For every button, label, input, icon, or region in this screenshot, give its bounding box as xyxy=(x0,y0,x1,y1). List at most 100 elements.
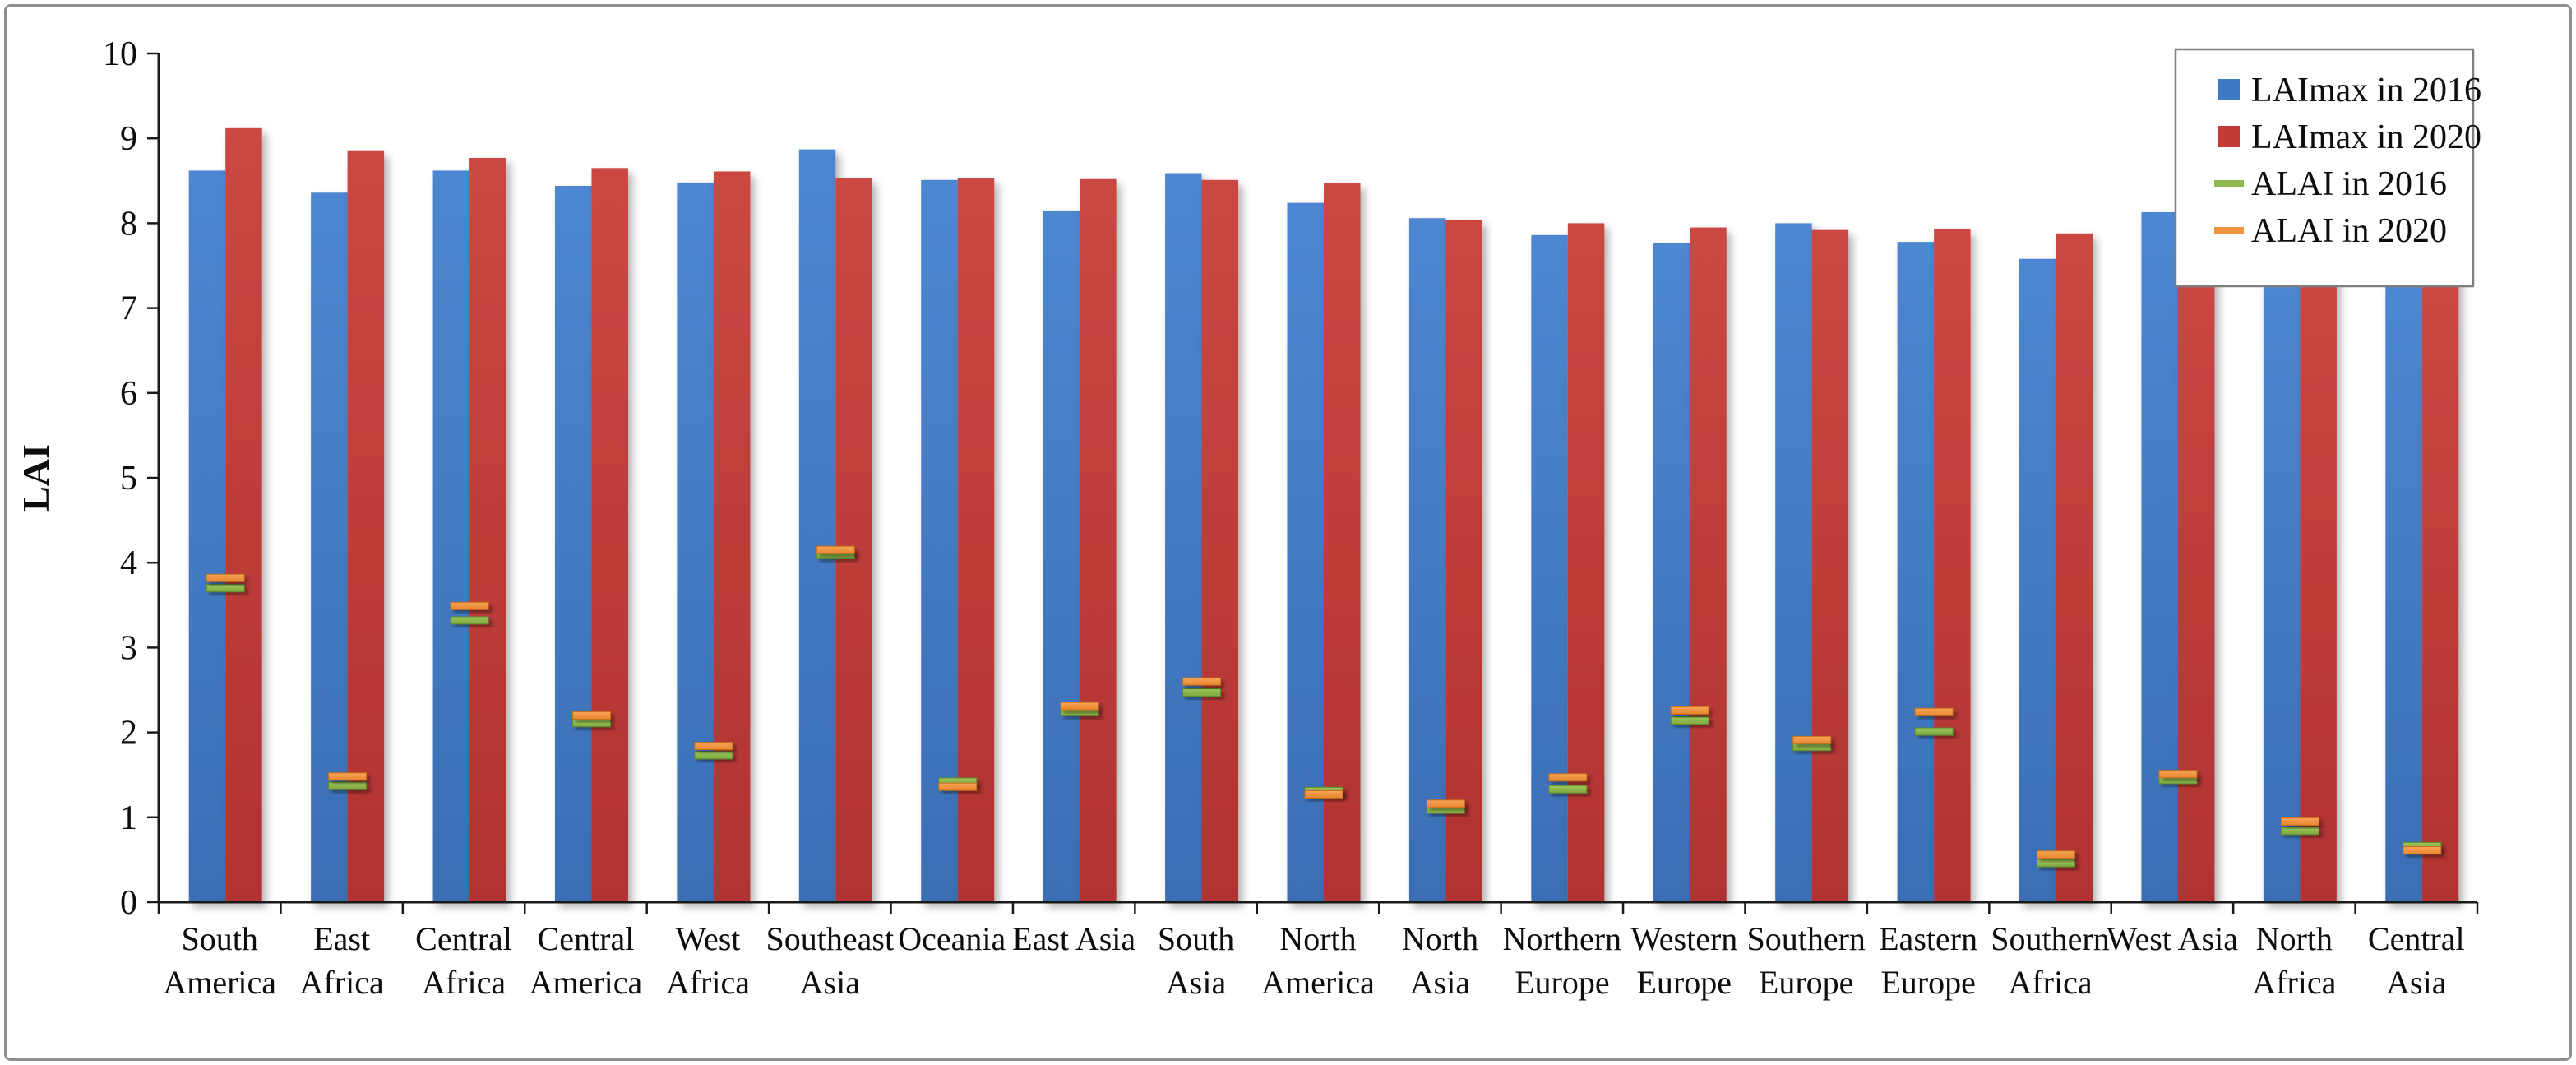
legend-label-laimax-in-2016: LAImax in 2016 xyxy=(2251,72,2481,109)
y-tick-label: 2 xyxy=(120,715,137,752)
dash-alai-2020-north-america xyxy=(1304,789,1343,799)
bar-laimax-2020-eastern-europe xyxy=(1934,229,1971,902)
category-label: Southern xyxy=(1991,920,2109,957)
category-label: Northern xyxy=(1503,920,1621,957)
category-label: West Asia xyxy=(2107,920,2238,957)
legend-swatch-laimax-in-2020 xyxy=(2218,126,2240,147)
dash-alai-2020-western-europe xyxy=(1670,706,1709,715)
bar-laimax-2016-north-america xyxy=(1287,202,1324,902)
bar-laimax-2020-west-africa xyxy=(713,171,751,902)
category-label: North xyxy=(1402,920,1478,957)
bar-laimax-2016-western-europe xyxy=(1653,243,1690,902)
y-tick-label: 9 xyxy=(120,120,137,158)
dash-alai-2020-west-africa xyxy=(694,742,733,751)
bar-laimax-2016-north-africa xyxy=(2263,257,2301,902)
dash-alai-2016-south-asia xyxy=(1182,688,1222,697)
y-tick-label: 7 xyxy=(120,290,137,328)
bar-laimax-2016-southern-africa xyxy=(2019,258,2056,902)
dash-alai-2016-southern-europe xyxy=(1792,743,1832,752)
bar-laimax-2016-oceania xyxy=(921,179,958,902)
dash-alai-2016-west-africa xyxy=(694,751,733,760)
bar-laimax-2016-central-asia xyxy=(2385,280,2422,902)
bar-laimax-2020-oceania xyxy=(957,178,995,903)
dash-alai-2020-southeast-asia xyxy=(816,545,855,554)
dash-alai-2020-southern-africa xyxy=(2037,850,2076,859)
dash-alai-2016-central-africa xyxy=(450,616,489,625)
category-label: South xyxy=(182,920,258,957)
dash-alai-2016-southern-africa xyxy=(2037,859,2076,868)
legend-swatch-laimax-in-2016 xyxy=(2218,79,2240,100)
bar-laimax-2020-western-europe xyxy=(1690,227,1727,902)
dash-alai-2020-oceania xyxy=(938,782,978,791)
dash-alai-2020-east-asia xyxy=(1060,702,1099,711)
category-label: Africa xyxy=(2252,964,2336,1001)
bar-laimax-2016-eastern-europe xyxy=(1897,242,1935,902)
bar-laimax-2020-east-asia xyxy=(1080,178,1117,903)
y-tick-label: 1 xyxy=(120,799,137,837)
category-label: Africa xyxy=(2008,964,2092,1001)
category-label: Asia xyxy=(1166,964,1227,1001)
category-label: Asia xyxy=(2386,964,2447,1001)
category-label: Oceania xyxy=(898,920,1006,957)
category-label: Europe xyxy=(1759,964,1854,1001)
legend-label-alai-in-2020: ALAI in 2020 xyxy=(2251,212,2447,250)
legend-swatch-alai-in-2016 xyxy=(2214,180,2244,187)
y-tick-label: 3 xyxy=(120,629,137,667)
category-label: Africa xyxy=(666,964,750,1001)
bar-laimax-2020-northern-europe xyxy=(1567,223,1605,902)
legend-swatch-alai-in-2020 xyxy=(2214,227,2244,234)
bar-laimax-2020-central-america xyxy=(591,168,628,902)
bar-laimax-2020-southern-europe xyxy=(1811,229,1849,902)
legend-label-alai-in-2016: ALAI in 2016 xyxy=(2251,165,2447,203)
category-label: Europe xyxy=(1515,964,1610,1001)
category-label: Europe xyxy=(1637,964,1732,1001)
y-tick-label: 0 xyxy=(120,884,137,922)
category-label: Central xyxy=(2368,920,2465,957)
bar-laimax-2016-northern-europe xyxy=(1531,234,1568,902)
bar-laimax-2016-central-america xyxy=(554,185,592,902)
bar-laimax-2016-central-africa xyxy=(432,170,470,902)
bar-laimax-2016-west-africa xyxy=(677,182,714,902)
dash-alai-2020-south-america xyxy=(206,573,245,582)
category-label: Europe xyxy=(1880,964,1976,1001)
dash-alai-2020-north-asia xyxy=(1426,799,1465,808)
bar-laimax-2020-north-america xyxy=(1324,183,1361,902)
category-label: Central xyxy=(538,920,635,957)
dash-alai-2020-north-africa xyxy=(2280,817,2319,826)
dash-alai-2016-northern-europe xyxy=(1548,785,1588,794)
bar-laimax-2020-southeast-asia xyxy=(835,178,872,903)
y-tick-label: 10 xyxy=(103,35,137,73)
dash-alai-2016-south-america xyxy=(206,584,245,593)
dash-alai-2016-western-europe xyxy=(1670,716,1709,725)
dash-alai-2020-west-asia xyxy=(2158,770,2198,779)
bar-laimax-2020-southern-africa xyxy=(2056,233,2093,902)
bar-laimax-2020-central-africa xyxy=(469,157,506,902)
dash-alai-2020-central-africa xyxy=(450,601,489,610)
lai-bar-chart: 0 1 2 3 4 5 6 7 8 9 10 South America East Africa Centra… xyxy=(15,35,2481,1001)
y-axis-title: LAI xyxy=(15,444,57,512)
category-label: Africa xyxy=(422,964,506,1001)
dash-alai-2020-south-asia xyxy=(1182,677,1222,686)
dash-alai-2020-eastern-europe xyxy=(1914,707,1954,716)
y-tick-label: 4 xyxy=(120,544,137,582)
y-tick-label: 6 xyxy=(120,375,137,413)
bar-laimax-2016-west-asia xyxy=(2141,211,2178,902)
dash-alai-2016-eastern-europe xyxy=(1914,727,1954,736)
category-label: North xyxy=(2256,920,2333,957)
dash-alai-2020-northern-europe xyxy=(1548,773,1588,782)
category-label: South xyxy=(1158,920,1234,957)
y-tick-label: 5 xyxy=(120,460,137,498)
category-label: Central xyxy=(415,920,512,957)
bar-laimax-2020-south-asia xyxy=(1201,179,1239,902)
category-label: America xyxy=(163,964,276,1001)
dash-alai-2020-central-america xyxy=(571,711,611,720)
dash-alai-2020-east-africa xyxy=(328,772,368,781)
dash-alai-2016-central-america xyxy=(571,719,611,728)
dash-alai-2016-east-africa xyxy=(328,781,368,790)
bar-laimax-2016-east-africa xyxy=(311,192,348,903)
bar-laimax-2020-north-africa xyxy=(2300,254,2337,903)
bar-laimax-2016-north-asia xyxy=(1408,218,1446,902)
category-label: West xyxy=(675,920,740,957)
category-label: East xyxy=(313,920,370,957)
dash-alai-2020-southern-europe xyxy=(1792,735,1832,744)
